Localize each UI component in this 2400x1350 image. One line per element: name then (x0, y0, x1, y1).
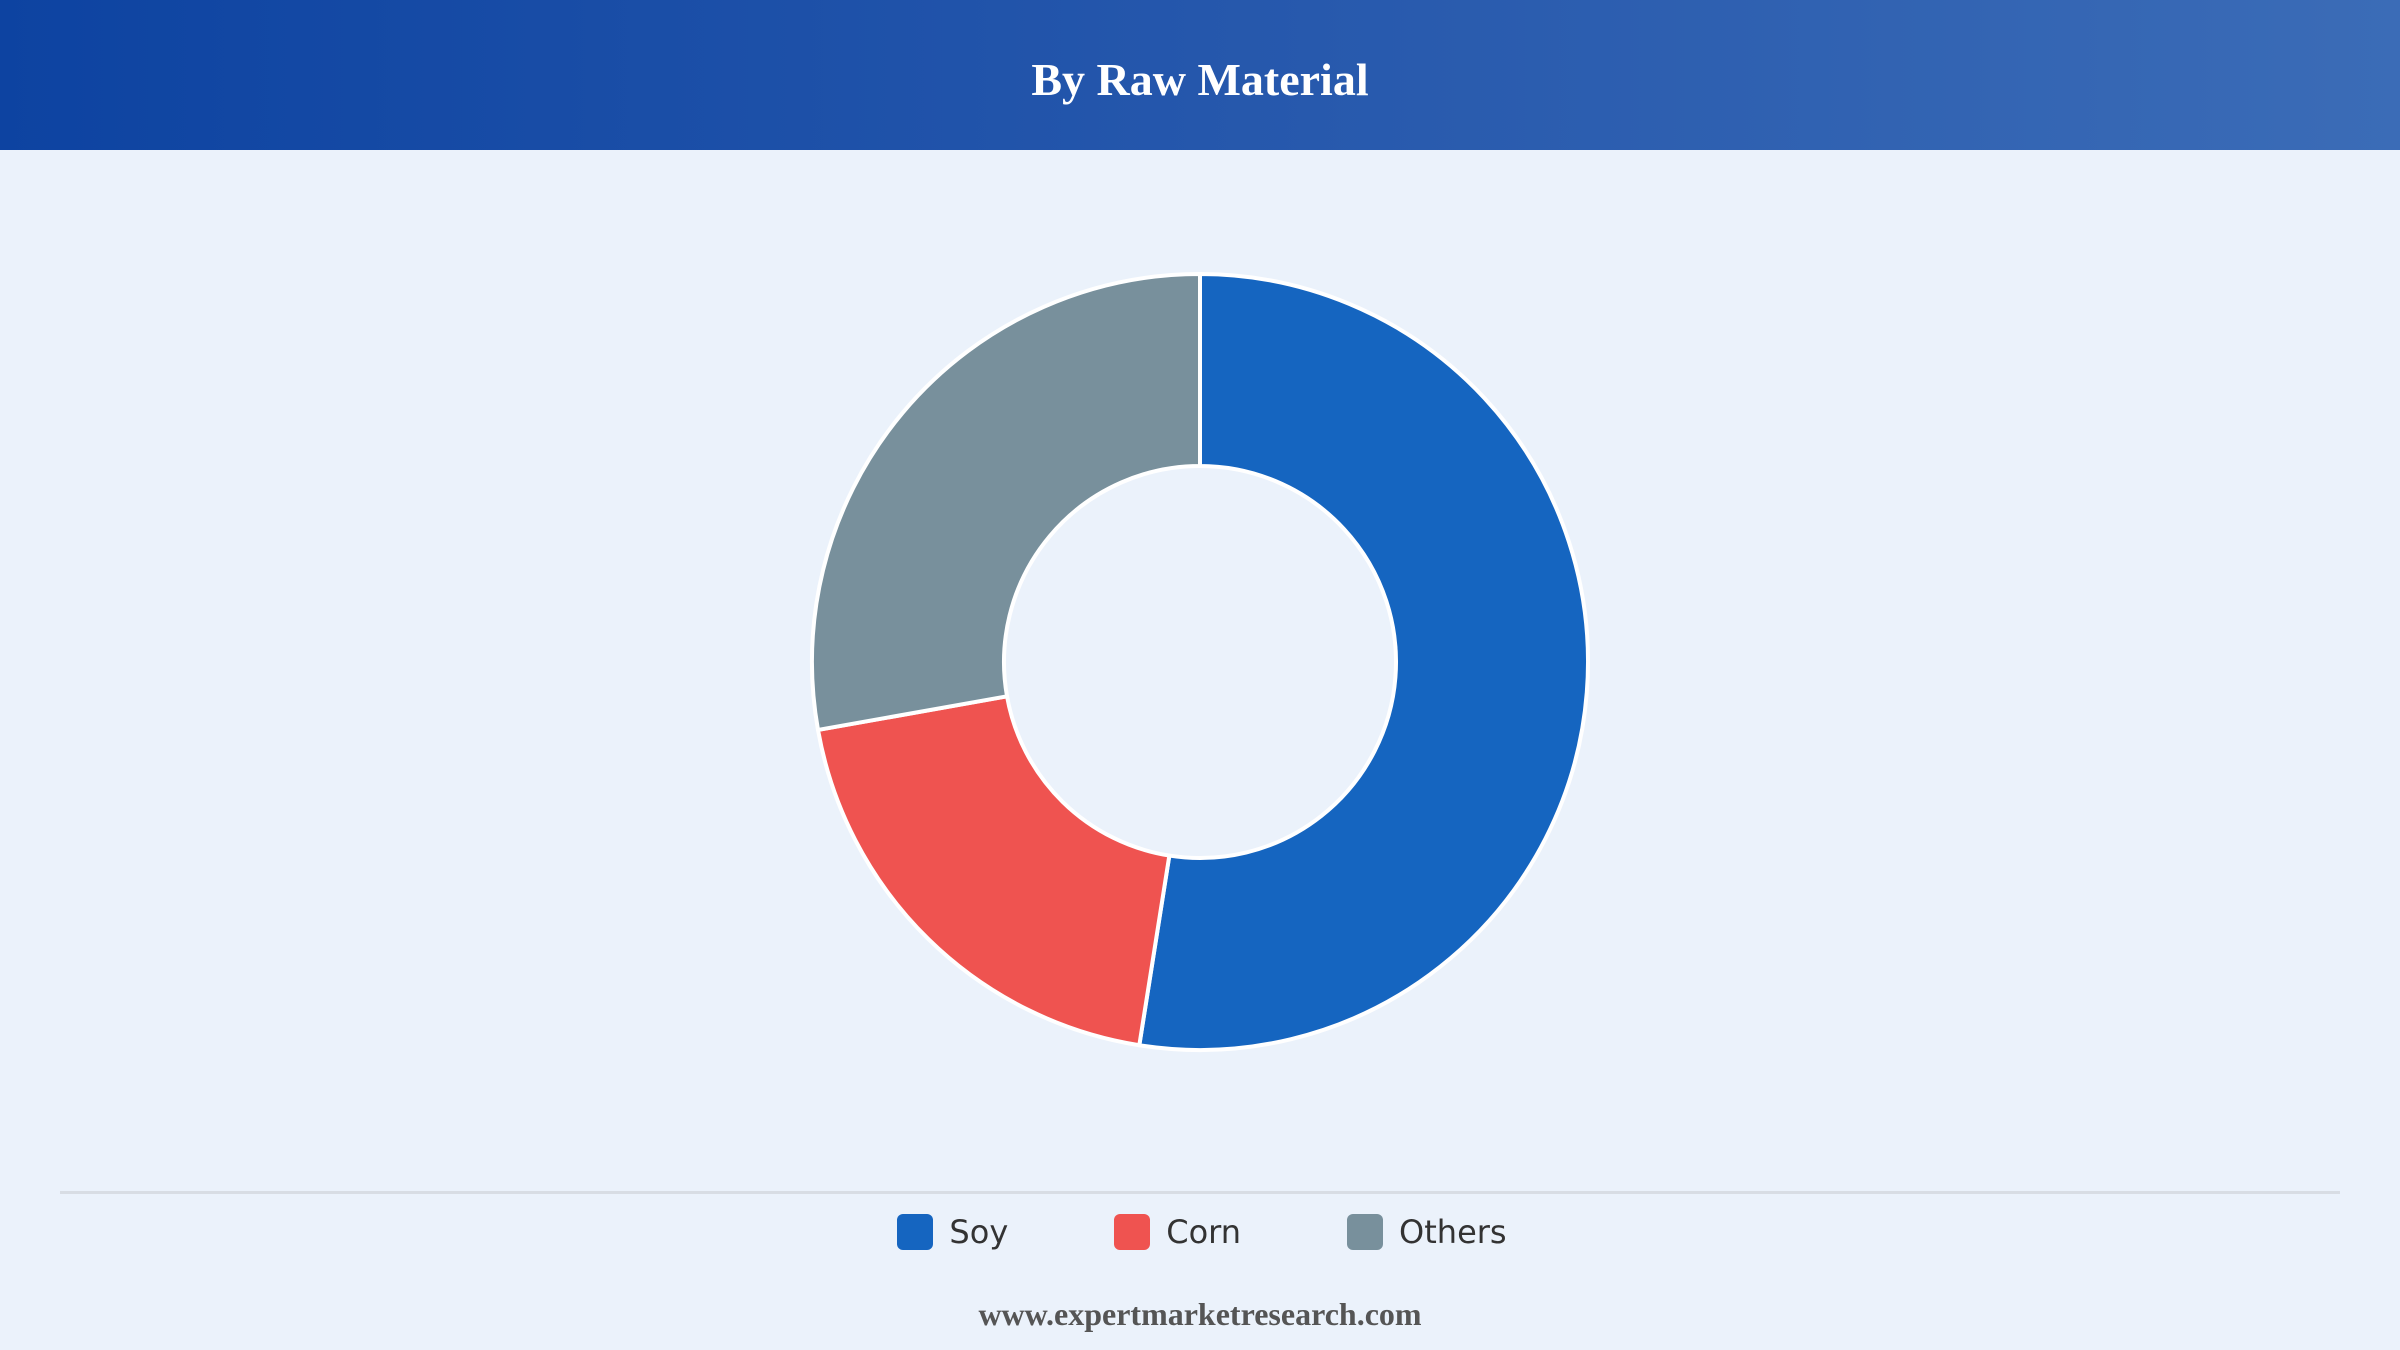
legend-item-corn[interactable]: Corn (1114, 1213, 1241, 1251)
slice-others[interactable] (810, 272, 1202, 732)
chart-title: By Raw Material (1031, 54, 1369, 105)
chart-area (0, 150, 2400, 1190)
legend-item-others[interactable]: Others (1347, 1213, 1507, 1251)
legend-swatch (1114, 1214, 1151, 1250)
legend-divider (60, 1191, 2340, 1194)
donut-chart (810, 272, 1590, 1052)
legend-label: Soy (949, 1213, 1009, 1251)
legend-label: Others (1399, 1213, 1507, 1251)
source-footer: www.expertmarketresearch.com (978, 1296, 1422, 1332)
legend-swatch (1347, 1214, 1384, 1250)
slice-soy[interactable] (1137, 272, 1590, 1052)
legend: Soy Corn Others (0, 1208, 2400, 1256)
header-bar: By Raw Material (0, 0, 2400, 150)
slice-corn[interactable] (815, 694, 1172, 1048)
legend-swatch (897, 1214, 934, 1250)
legend-label: Corn (1166, 1213, 1242, 1251)
legend-item-soy[interactable]: Soy (897, 1213, 1008, 1251)
